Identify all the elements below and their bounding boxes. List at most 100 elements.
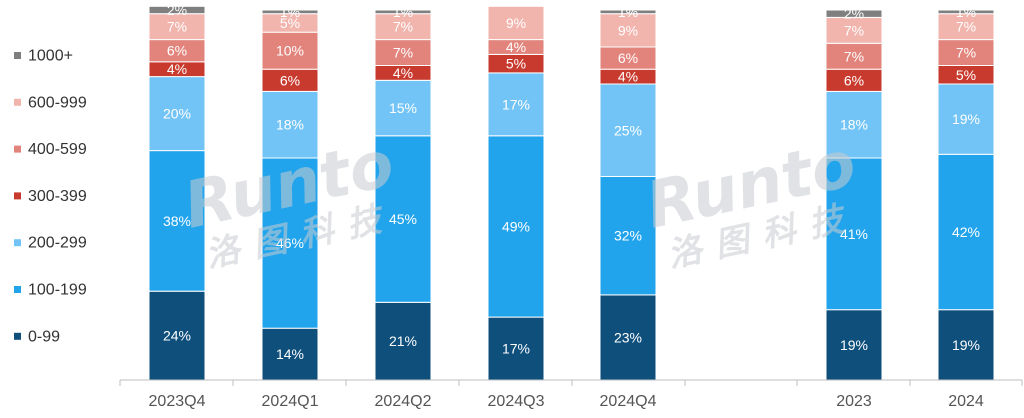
legend-item-400-599: 400-599	[14, 141, 87, 158]
bar-segment-2024q2-600-999	[374, 13, 432, 41]
data-label-2023-600-999: 7%	[844, 22, 864, 38]
data-label-2024q2-600-999: 7%	[393, 19, 413, 35]
tick-label-2023q4: 2023Q4	[149, 393, 206, 410]
bar-segment-2024q2-400-599	[374, 39, 432, 66]
legend-label-0-99: 0-99	[28, 328, 60, 345]
data-label-2024q4-600-999: 9%	[618, 22, 638, 38]
bar-segment-2024q1-200-299	[261, 90, 319, 159]
tick-label-2024: 2024	[948, 393, 984, 410]
data-label-2024q1-300-399: 6%	[280, 72, 300, 88]
legend-item-200-299: 200-299	[14, 235, 87, 252]
legend-swatch-200-299	[14, 239, 21, 247]
bar-segment-2023q4-600-999	[148, 13, 206, 41]
data-label-2024-400-599: 7%	[956, 45, 976, 61]
data-label-2024q3-400-599: 4%	[506, 39, 526, 55]
data-label-2023-400-599: 7%	[844, 48, 864, 64]
bar-segment-2023-400-599	[825, 42, 883, 70]
bar-segment-2024q4-100-199	[599, 176, 657, 296]
bar-segment-2023-600-999	[825, 16, 883, 44]
data-label-2024q4-1000: 1%	[618, 4, 638, 20]
legend-item-1000: 1000+	[14, 48, 73, 65]
tick-label-2024q1: 2024Q1	[262, 393, 319, 410]
data-label-2024q4-400-599: 6%	[618, 50, 638, 66]
bar-segment-2023q4-100-199	[148, 150, 206, 292]
data-label-2024q3-600-999: 9%	[506, 15, 526, 31]
data-label-2024q1-200-299: 18%	[276, 117, 304, 133]
data-label-2023-100-199: 41%	[840, 226, 868, 242]
legend-swatch-600-999	[14, 98, 21, 106]
bars-layer: 24%38%20%4%6%7%2%14%46%18%6%10%5%1%21%45…	[148, 2, 995, 381]
data-label-2023q4-0-99: 24%	[163, 328, 191, 344]
data-label-2024q2-0-99: 21%	[389, 333, 417, 349]
data-label-2023q4-100-199: 38%	[163, 213, 191, 229]
bar-segment-2024q1-1000	[261, 9, 319, 15]
bar-segment-2024q2-1000	[374, 9, 432, 15]
legend-swatch-1000	[14, 52, 21, 59]
data-label-2024q2-200-299: 15%	[389, 100, 417, 116]
data-label-2024q2-1000: 1%	[393, 4, 413, 20]
data-label-2023-0-99: 19%	[840, 337, 868, 353]
data-label-2023q4-1000: 2%	[167, 2, 187, 18]
bar-segment-2024q4-1000	[599, 9, 657, 15]
bar-segment-2024q1-100-199	[261, 157, 319, 329]
bar-column-2023: 19%41%18%6%7%7%2%	[825, 6, 883, 381]
data-label-2024q1-0-99: 14%	[276, 346, 304, 362]
data-label-2024-100-199: 42%	[952, 224, 980, 240]
legend-label-1000: 1000+	[28, 48, 73, 65]
bar-segment-2023-100-199	[825, 157, 883, 311]
legend-item-100-199: 100-199	[14, 282, 87, 299]
data-label-2024-300-399: 5%	[956, 67, 976, 83]
legend-item-600-999: 600-999	[14, 94, 87, 111]
bar-segment-2024q2-0-99	[374, 301, 432, 381]
legend-label-100-199: 100-199	[28, 282, 87, 299]
bar-segment-2024q3-200-299	[487, 72, 545, 137]
data-label-2024q3-300-399: 5%	[506, 56, 526, 72]
bar-segment-2024q3-600-999	[487, 5, 545, 41]
data-label-2024q4-300-399: 4%	[618, 69, 638, 85]
legend-label-300-399: 300-399	[28, 188, 87, 205]
legend-item-300-399: 300-399	[14, 188, 87, 205]
data-label-2024q2-300-399: 4%	[393, 65, 413, 81]
legend-label-200-299: 200-299	[28, 235, 87, 252]
data-label-2024q1-400-599: 10%	[276, 43, 304, 59]
data-label-2024q3-200-299: 17%	[502, 96, 530, 112]
x-axis: 2023Q4 2024Q1 2024Q2 2024Q3 2024Q4 2023 2024	[119, 379, 1023, 410]
data-label-2024-600-999: 7%	[956, 19, 976, 35]
data-label-2023q4-200-299: 20%	[163, 106, 191, 122]
bar-segment-2024q4-600-999	[599, 13, 657, 48]
data-label-2024q2-400-599: 7%	[393, 45, 413, 61]
data-label-2024q3-100-199: 49%	[502, 218, 530, 234]
data-label-2023-1000: 2%	[844, 6, 864, 22]
tick-label-2023: 2023	[836, 393, 872, 410]
bar-column-2024: 19%42%19%5%7%7%1%	[937, 4, 995, 381]
data-label-2024q1-600-999: 5%	[280, 15, 300, 31]
data-label-2024q1-100-199: 46%	[276, 235, 304, 251]
bar-column-2023q4: 24% 38% 20% 4% 6% 7%2%	[148, 2, 206, 381]
legend-swatch-400-599	[14, 145, 21, 153]
data-label-2024q4-100-199: 32%	[614, 228, 642, 244]
legend-label-600-999: 600-999	[28, 94, 87, 111]
bar-segment-2024q4-200-299	[599, 83, 657, 177]
bar-column-2024q3: 17% 49% 17% 5%4% 9%	[487, 5, 545, 381]
data-label-2024-200-299: 19%	[952, 111, 980, 127]
bar-segment-2023q4-1000	[148, 5, 206, 15]
tick-label-2024q4: 2024Q4	[600, 393, 657, 410]
bar-segment-2023q4-200-299	[148, 76, 206, 152]
data-label-2023q4-300-399: 4%	[167, 61, 187, 77]
data-label-2023-200-299: 18%	[840, 117, 868, 133]
bar-column-2024q2: 21%45%15%4%7%7%1%	[374, 4, 432, 381]
bar-segment-2023q4-0-99	[148, 290, 206, 381]
data-label-2023q4-400-599: 6%	[167, 43, 187, 59]
bar-segment-2024q3-0-99	[487, 316, 545, 381]
bar-column-2024q1: 14% 46% 18% 6% 10% 5%1%	[261, 4, 319, 381]
bar-column-2024q4: 23% 32% 25% 4% 6% 9% 1%	[599, 4, 657, 381]
bar-segment-2024q2-200-299	[374, 79, 432, 137]
legend-swatch-0-99	[14, 332, 21, 340]
bar-segment-2024-200-299	[937, 83, 995, 155]
tick-label-2024q3: 2024Q3	[488, 393, 545, 410]
legend-item-0-99: 0-99	[14, 328, 60, 345]
bar-segment-2024q3-100-199	[487, 135, 545, 318]
bar-segment-2024-1000	[937, 9, 995, 15]
